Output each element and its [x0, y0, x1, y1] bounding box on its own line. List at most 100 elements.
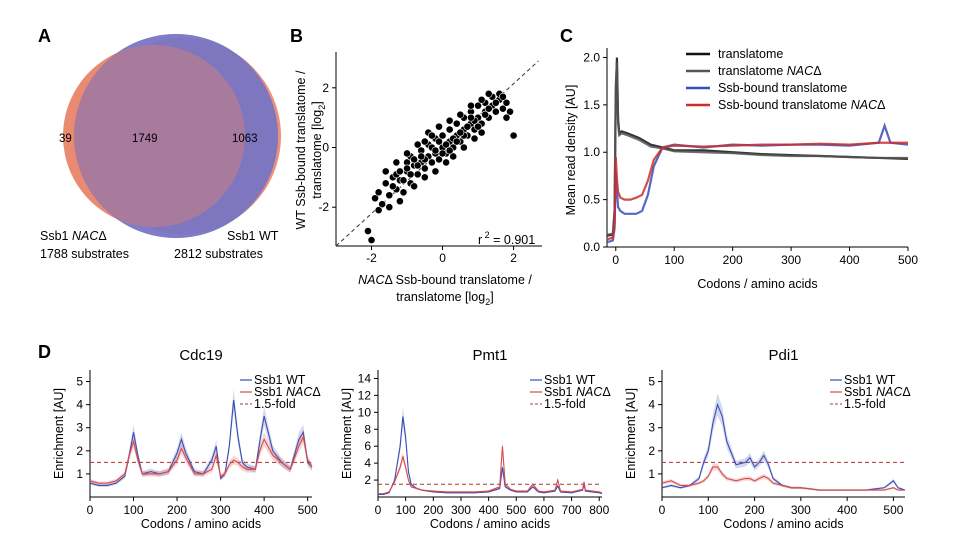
- d-panel-title: Pdi1: [768, 347, 798, 364]
- scatter-point: [484, 89, 493, 98]
- scatter-y-label-line2-text: translatome [log: [310, 110, 324, 199]
- scatter-point: [406, 170, 415, 179]
- d-y-tick-label: 4: [648, 398, 655, 412]
- d-legend-fold: 1.5-fold: [544, 397, 586, 411]
- scatter-point: [403, 164, 411, 173]
- venn-left-label: Ssb1 NACΔ: [40, 229, 107, 243]
- density-y-tick-label: 0.5: [583, 193, 600, 207]
- scatter-point: [506, 107, 514, 116]
- d-legend-nac-italic: NAC: [286, 385, 313, 399]
- scatter-point: [484, 104, 493, 113]
- venn-overlap: 1749: [132, 133, 158, 145]
- d-x-tick-label: 100: [396, 503, 416, 517]
- d-legend-nac-italic: NAC: [876, 385, 903, 399]
- scatter-point: [399, 176, 408, 185]
- scatter-point: [491, 98, 500, 107]
- density-y-label: Mean read density [AU]: [564, 85, 578, 216]
- d-x-tick-label: 100: [124, 503, 144, 517]
- scatter-x-label-line2: translatome [log2]: [396, 290, 493, 307]
- scatter-point: [431, 146, 440, 155]
- d-y-tick-label: 3: [76, 421, 83, 435]
- scatter-point: [459, 143, 468, 152]
- density-legend-label: Ssb-bound translatome: [718, 81, 847, 95]
- scatter-point: [481, 110, 490, 119]
- scatter-point: [445, 125, 454, 134]
- density-series-line: [606, 141, 908, 241]
- venn-circle-wt: [74, 34, 278, 238]
- d-x-tick-label: 0: [87, 503, 94, 517]
- scatter-point: [396, 167, 404, 176]
- scatter-point: [427, 131, 436, 140]
- density-y-tick-label: 1.0: [583, 145, 600, 159]
- venn-left-italic: NAC: [72, 229, 99, 243]
- d-x-tick-label: 0: [659, 503, 666, 517]
- venn-right-label: Ssb1 WT: [227, 229, 279, 243]
- scatter-point: [442, 140, 451, 149]
- panel-label-b: B: [290, 26, 303, 46]
- density-x-label: Codons / amino acids: [697, 277, 817, 291]
- d-x-tick-label: 0: [375, 503, 382, 517]
- d-x-tick-label: 500: [506, 503, 526, 517]
- density-y-tick-label: 2.0: [583, 50, 600, 64]
- density-legend-prefix: Ssb-bound translatome: [718, 98, 851, 112]
- d-x-tick-label: 700: [562, 503, 582, 517]
- d-series-band: [378, 406, 602, 495]
- scatter-point: [463, 122, 472, 131]
- d-panel-title: Cdc19: [179, 347, 222, 364]
- density-legend-prefix: translatome: [718, 64, 787, 78]
- d-y-tick-label: 1: [76, 467, 83, 481]
- scatter-point: [502, 98, 511, 107]
- scatter-r2-value: = 0.901: [490, 233, 536, 247]
- d-series-band: [90, 429, 312, 485]
- scatter-point: [431, 167, 440, 176]
- scatter-y-tick-label: -2: [318, 200, 329, 214]
- scatter-point: [499, 104, 507, 113]
- density-legend-italic: NAC: [787, 64, 814, 78]
- d-y-tick-label: 1: [648, 467, 655, 481]
- scatter-identity-line: [335, 60, 539, 247]
- scatter-point: [477, 128, 486, 137]
- density-legend-text: translatome: [718, 47, 783, 61]
- d-y-tick-label: 5: [648, 375, 655, 389]
- density-legend-suffix: Δ: [813, 64, 821, 78]
- d-legend-nac-prefix: Ssb1: [544, 385, 576, 399]
- scatter-x-tick-label: -2: [366, 251, 377, 265]
- scatter-point: [413, 170, 422, 179]
- d-y-tick-label: 4: [76, 398, 83, 412]
- d-x-tick-label: 100: [698, 503, 718, 517]
- scatter-r2-label: r 2 = 0.901: [478, 230, 535, 247]
- density-legend-suffix: Δ: [877, 98, 885, 112]
- d-series-band: [378, 440, 602, 495]
- d-x-tick-label: 300: [451, 503, 471, 517]
- scatter-point: [381, 167, 390, 176]
- d-y-label: Enrichment [AU]: [624, 388, 638, 479]
- d-x-tick-label: 500: [298, 503, 318, 517]
- density-y-tick-label: 1.5: [583, 98, 600, 112]
- d-series-line: [89, 399, 313, 487]
- scatter-point: [502, 113, 511, 122]
- density-legend-label: translatome: [718, 47, 783, 61]
- scatter-point: [364, 227, 372, 235]
- density-x-tick-label: 300: [781, 253, 801, 267]
- scatter-point: [413, 161, 422, 170]
- scatter-point: [438, 149, 447, 158]
- density-legend-label: Ssb-bound translatome NACΔ: [718, 98, 885, 112]
- d-x-tick-label: 200: [167, 503, 187, 517]
- read-density-plot: 0 100 200 300 400 500 0.0 0.5 1.0 1.5 2.0 translato…: [564, 47, 918, 291]
- d-legend-wt: Ssb1 WT: [844, 373, 896, 387]
- scatter-point: [381, 179, 390, 188]
- scatter-x-label-sub: 2: [485, 297, 490, 307]
- scatter-point: [420, 173, 429, 182]
- density-y-tick-label: 0.0: [583, 240, 600, 254]
- scatter-point: [470, 134, 479, 143]
- density-x-tick-label: 400: [840, 253, 860, 267]
- d-y-tick-label: 2: [76, 444, 83, 458]
- scatter-x-label-line1: NACΔ Ssb-bound translatome /: [358, 273, 532, 287]
- scatter-point: [420, 137, 429, 146]
- d-panel-title: Pmt1: [472, 347, 507, 364]
- d-y-label: Enrichment [AU]: [52, 388, 66, 479]
- scatter-r2-r: r: [478, 233, 482, 247]
- scatter-point: [456, 110, 465, 119]
